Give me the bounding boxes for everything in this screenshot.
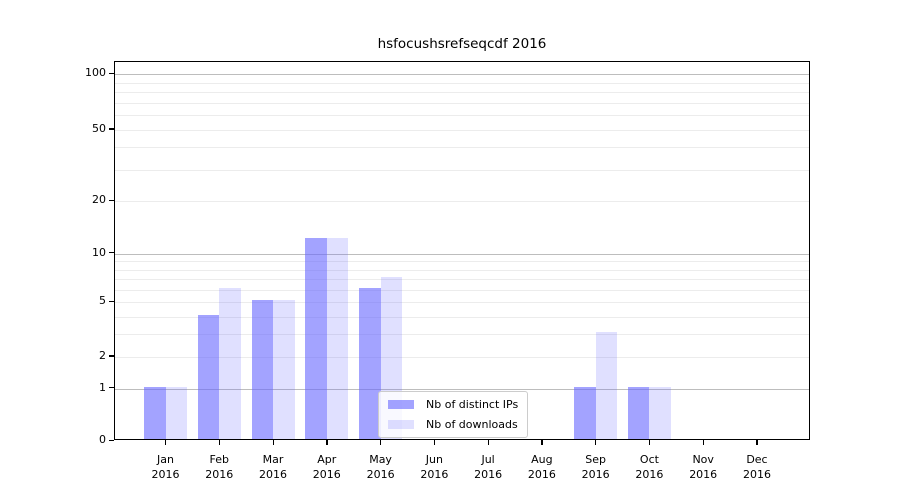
gridline-minor: [115, 115, 809, 117]
y-tick-label-2: 2: [99, 348, 106, 362]
x-tick-mark: [595, 440, 597, 445]
x-tick-label-jun-2016: Jun 2016: [420, 453, 449, 481]
bar-nb-of-downloads-apr-2016: [326, 238, 349, 439]
y-tick-label-5: 5: [99, 294, 106, 308]
gridline-minor: [115, 356, 809, 358]
legend: Nb of distinct IPs Nb of downloads: [378, 391, 529, 438]
x-tick-mark: [272, 440, 274, 445]
x-tick-label-feb-2016: Feb 2016: [205, 453, 234, 481]
legend-item-nb-of-distinct-ips: Nb of distinct IPs: [388, 398, 518, 411]
bar-nb-of-downloads-sep-2016: [595, 332, 618, 439]
chart-title: hsfocushsrefseqcdf 2016: [377, 36, 547, 52]
x-tick-label-sep-2016: Sep 2016: [581, 453, 610, 481]
y-tick-mark: [109, 72, 114, 75]
gridline-minor: [115, 170, 809, 172]
gridline-minor: [115, 201, 809, 203]
x-tick-mark: [433, 440, 436, 445]
gridline-minor: [115, 316, 809, 318]
legend-swatch-nb-of-distinct-ips: [388, 400, 414, 409]
x-tick-label-may-2016: May 2016: [366, 453, 395, 481]
x-tick-label-jan-2016: Jan 2016: [151, 453, 180, 481]
x-tick-label-nov-2016: Nov 2016: [689, 453, 718, 481]
gridline-minor: [115, 102, 809, 104]
bar-nb-of-downloads-mar-2016: [273, 300, 295, 439]
bar-nb-of-downloads-oct-2016: [649, 386, 671, 439]
gridline-minor: [115, 147, 809, 149]
legend-swatch-nb-of-downloads: [388, 420, 414, 429]
y-tick-mark: [109, 355, 114, 357]
y-tick-mark: [109, 300, 114, 302]
x-tick-mark: [326, 440, 328, 445]
bar-nb-of-distinct-ips-feb-2016: [197, 314, 220, 439]
gridline-major: [115, 74, 809, 76]
y-tick-label-0: 0: [99, 433, 106, 446]
x-tick-label-jul-2016: Jul 2016: [474, 453, 503, 481]
x-tick-mark: [756, 440, 758, 445]
y-tick-mark: [109, 128, 114, 130]
x-tick-label-dec-2016: Dec 2016: [742, 453, 771, 481]
x-tick-label-aug-2016: Aug 2016: [527, 453, 556, 481]
legend-label: Nb of downloads: [426, 418, 518, 431]
gridline-minor: [115, 82, 809, 84]
plot-area: [114, 61, 810, 440]
x-tick-mark: [165, 440, 167, 445]
x-tick-mark: [487, 440, 489, 445]
y-tick-label-50: 50: [92, 121, 106, 135]
bar-nb-of-downloads-feb-2016: [219, 287, 241, 439]
x-tick-mark: [648, 440, 651, 445]
y-tick-mark: [109, 387, 114, 389]
x-tick-mark: [702, 440, 704, 445]
gridline-major: [115, 388, 809, 390]
y-tick-mark: [109, 252, 114, 254]
gridline-minor: [115, 302, 809, 304]
bar-nb-of-distinct-ips-mar-2016: [251, 300, 274, 439]
bar-nb-of-downloads-jan-2016: [165, 386, 187, 439]
gridline-minor: [115, 334, 809, 336]
legend-label: Nb of distinct IPs: [426, 398, 519, 411]
bar-nb-of-distinct-ips-oct-2016: [627, 386, 650, 439]
x-tick-mark: [218, 440, 221, 445]
x-tick-mark: [380, 440, 382, 445]
gridline-major: [115, 253, 809, 255]
bar-nb-of-distinct-ips-sep-2016: [574, 386, 596, 439]
gridline-minor: [115, 289, 809, 291]
x-tick-mark: [541, 440, 543, 445]
gridline-minor: [115, 279, 809, 281]
gridline-minor: [115, 269, 809, 271]
x-tick-label-mar-2016: Mar 2016: [259, 453, 288, 481]
x-tick-label-oct-2016: Oct 2016: [635, 453, 664, 481]
gridline-minor: [115, 129, 809, 131]
y-tick-label-100: 100: [85, 66, 106, 80]
y-tick-label-20: 20: [92, 193, 106, 207]
gridline-minor: [115, 92, 809, 94]
legend-item-nb-of-downloads: Nb of downloads: [388, 418, 518, 431]
y-tick-mark: [109, 439, 114, 441]
y-tick-label-10: 10: [92, 245, 106, 259]
y-tick-mark: [109, 199, 114, 202]
bar-nb-of-distinct-ips-may-2016: [359, 287, 381, 439]
bar-nb-of-distinct-ips-apr-2016: [305, 238, 327, 439]
bar-nb-of-distinct-ips-jan-2016: [144, 386, 166, 439]
x-tick-label-apr-2016: Apr 2016: [312, 453, 341, 481]
gridline-minor: [115, 261, 809, 263]
y-tick-label-1: 1: [99, 380, 106, 394]
